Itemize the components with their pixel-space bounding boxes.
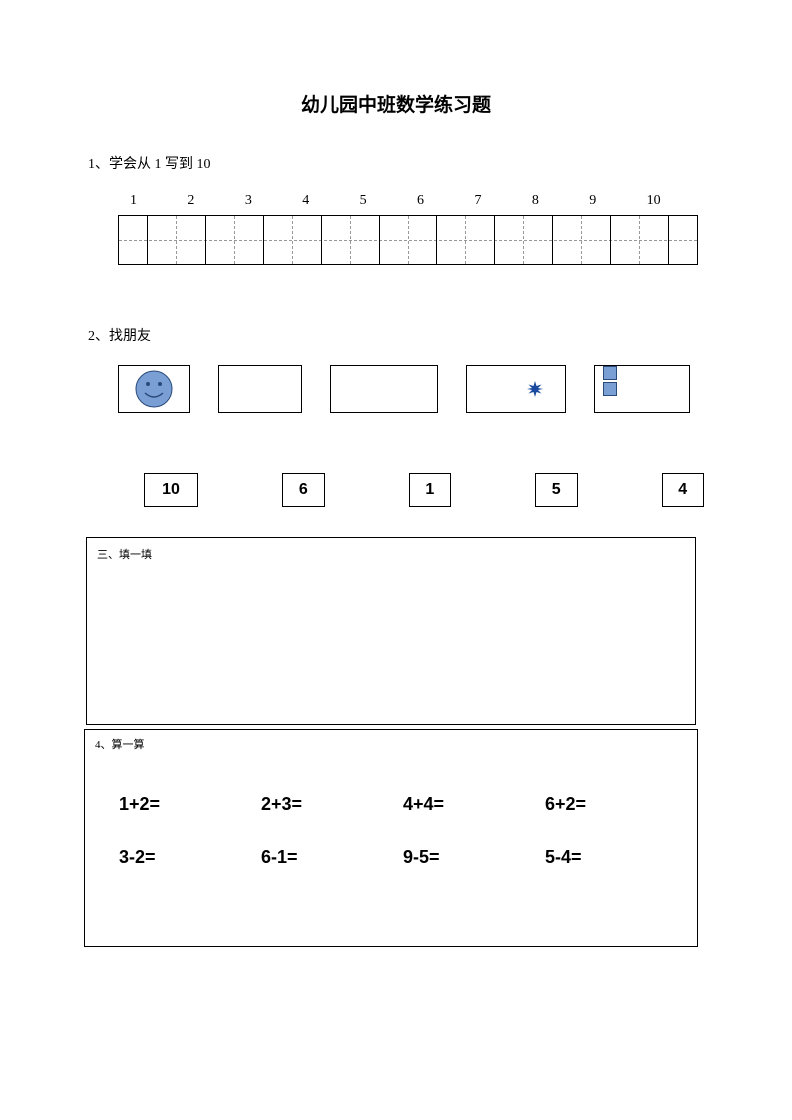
- q1-num: 5: [360, 193, 417, 209]
- q2-box-squares: [594, 365, 690, 413]
- q1-number-row: 1 2 3 4 5 6 7 8 9 10: [88, 193, 704, 209]
- q1-label: 1、学会从 1 写到 10: [88, 153, 704, 173]
- star-icon: [527, 381, 543, 397]
- q1-num: 1: [130, 193, 187, 209]
- q4-row: 1+2= 2+3= 4+4= 6+2=: [95, 794, 687, 815]
- page-title: 幼儿园中班数学练习题: [88, 90, 704, 117]
- q2-picture-row: [88, 365, 704, 413]
- q1-num: 2: [187, 193, 244, 209]
- q2-number-row: 10 6 1 5 4: [88, 473, 704, 507]
- q2-label: 2、找朋友: [88, 325, 704, 345]
- square-icon: [603, 382, 617, 396]
- square-icon: [603, 366, 617, 380]
- q1-num: 6: [417, 193, 474, 209]
- q2-numbox: 6: [282, 473, 324, 507]
- q2-numbox: 4: [662, 473, 704, 507]
- q4-problem: 3-2=: [119, 847, 261, 868]
- q4-problem: 6+2=: [545, 794, 687, 815]
- q1-num: 4: [302, 193, 359, 209]
- q4-row: 3-2= 6-1= 9-5= 5-4=: [95, 847, 687, 868]
- q1-num: 3: [245, 193, 302, 209]
- q1-num: 10: [647, 193, 704, 209]
- q4-problem: 2+3=: [261, 794, 403, 815]
- smiley-icon: [134, 369, 174, 409]
- q2-numbox: 5: [535, 473, 577, 507]
- q2-numbox: 10: [144, 473, 198, 507]
- q2-box-empty: [330, 365, 438, 413]
- q4-container: 4、算一算 1+2= 2+3= 4+4= 6+2= 3-2= 6-1= 9-5=…: [84, 729, 698, 947]
- q4-problem: 1+2=: [119, 794, 261, 815]
- q2-box-empty: [218, 365, 302, 413]
- q4-problem: 9-5=: [403, 847, 545, 868]
- q3-container: 三、填一填: [86, 537, 696, 725]
- q4-problem: 6-1=: [261, 847, 403, 868]
- q2-numbox: 1: [409, 473, 451, 507]
- q2-box-star: [466, 365, 566, 413]
- q4-problem: 5-4=: [545, 847, 687, 868]
- q1-num: 7: [474, 193, 531, 209]
- q2-box-smiley: [118, 365, 190, 413]
- q1-num: 8: [532, 193, 589, 209]
- q1-num: 9: [589, 193, 646, 209]
- q4-label: 4、算一算: [95, 736, 687, 752]
- q3-label: 三、填一填: [97, 546, 685, 562]
- q1-writing-grid: [118, 215, 698, 265]
- q4-problem: 4+4=: [403, 794, 545, 815]
